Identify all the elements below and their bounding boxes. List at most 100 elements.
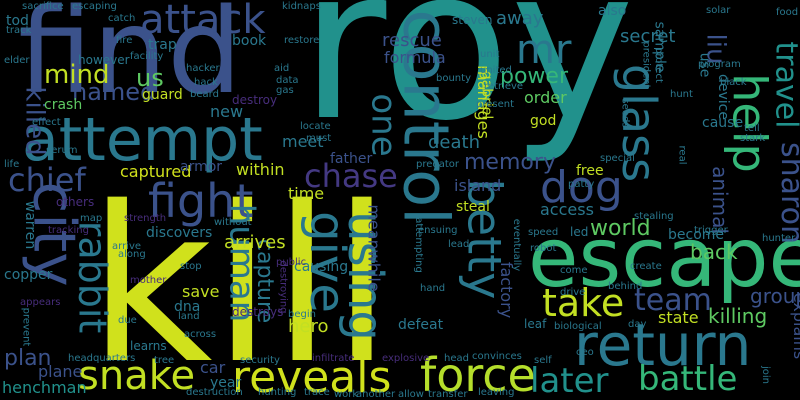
- word-plan: plan: [4, 346, 52, 371]
- word-tell: tell: [744, 123, 760, 134]
- word-island: island: [454, 176, 502, 195]
- word-across: across: [184, 329, 217, 340]
- word-protect: protect: [652, 47, 664, 83]
- word-hunt: hunt: [670, 89, 693, 100]
- word-stop: stop: [180, 261, 202, 272]
- word-gabriel: gabriel: [478, 70, 495, 120]
- word-appears: appears: [20, 297, 61, 308]
- word-hack: hack: [194, 77, 218, 88]
- word-arrive: arrive: [112, 241, 142, 252]
- word-beard: beard: [190, 89, 219, 100]
- word-leaving: leaving: [478, 387, 515, 398]
- word-roy: roy: [300, 0, 635, 167]
- word-memory: memory: [464, 150, 556, 175]
- word-due: due: [118, 315, 137, 326]
- word-fire: fire: [116, 35, 133, 46]
- word-destroy: destroy: [232, 93, 278, 107]
- word-allow: allow: [398, 389, 424, 400]
- word-attempt: attempt: [22, 105, 263, 175]
- word-restore: restore: [284, 35, 320, 46]
- word-unit: unit: [480, 49, 500, 60]
- word-security: security: [240, 355, 280, 366]
- word-special: special: [600, 153, 635, 164]
- word-destroying: destroying: [277, 260, 289, 314]
- word-another: another: [356, 389, 396, 400]
- word-data: data: [276, 75, 299, 86]
- word-explains: explains: [790, 292, 800, 360]
- word-copper: copper: [4, 267, 53, 283]
- word-map: map: [80, 213, 103, 224]
- word-drive: drive: [560, 287, 586, 298]
- word-within: within: [236, 160, 285, 179]
- word-bounty: bounty: [436, 73, 471, 84]
- word-solar: solar: [706, 5, 731, 16]
- word-steven: steven: [452, 13, 493, 27]
- word-sacrifice: sacrifice: [22, 1, 64, 12]
- word-catch: catch: [108, 13, 136, 24]
- word-kill: kill: [88, 160, 392, 400]
- word-time: time: [288, 184, 325, 203]
- word-public: public: [276, 257, 307, 268]
- word-year: year: [210, 375, 242, 391]
- word-secret: secret: [620, 26, 676, 47]
- word-come: come: [560, 265, 588, 276]
- word-dog: dog: [540, 162, 623, 213]
- word-mind: mind: [44, 60, 110, 90]
- word-arrives: arrives: [224, 232, 286, 253]
- word-trap: trap: [148, 37, 177, 53]
- word-convinces: convinces: [472, 351, 522, 362]
- word-locate: locate: [300, 121, 331, 132]
- word-behind: behind: [608, 281, 643, 292]
- word-use: use: [696, 52, 713, 78]
- word-state: state: [658, 308, 699, 327]
- word-eventually: eventually: [511, 218, 523, 272]
- word-power: power: [500, 64, 568, 89]
- word-prevent: prevent: [20, 307, 32, 347]
- word-head: head: [444, 353, 469, 364]
- word-rescue: rescue: [382, 30, 442, 51]
- word-aid: aid: [274, 63, 290, 74]
- word-serum: serum: [46, 145, 78, 156]
- word-escape: escape: [528, 211, 800, 306]
- word-track: track: [6, 25, 32, 36]
- word-cause: cause: [702, 115, 744, 131]
- word-world: world: [590, 216, 651, 241]
- word-mr: mr: [516, 27, 572, 73]
- word-fight: fight: [148, 174, 254, 228]
- word-food: food: [776, 7, 799, 18]
- word-create: create: [630, 261, 662, 272]
- word-us: us: [136, 64, 164, 92]
- word-president: president: [640, 41, 652, 89]
- word-retrieve: retrieve: [484, 81, 524, 92]
- word-chief: chief: [8, 161, 86, 199]
- word-hunting: hunting: [258, 387, 297, 398]
- word-program: program: [698, 59, 741, 70]
- word-transfer: transfer: [428, 389, 468, 400]
- word-mother: mother: [130, 275, 167, 286]
- word-begin: begin: [288, 309, 316, 320]
- word-killing: killing: [708, 304, 768, 328]
- word-join: join: [760, 365, 772, 385]
- word-father: father: [330, 151, 373, 167]
- word-headquarters: headquarters: [68, 353, 136, 364]
- word-later: later: [530, 361, 609, 400]
- word-travel: travel: [768, 41, 800, 129]
- word-real: real: [676, 145, 688, 165]
- word-black: black: [720, 77, 747, 88]
- word-stealing: stealing: [634, 211, 674, 222]
- word-order: order: [524, 88, 567, 107]
- word-find: find: [18, 0, 243, 120]
- word-elder: elder: [4, 55, 30, 66]
- word-armor: armor: [180, 159, 223, 175]
- word-hacker: hacker: [186, 63, 220, 74]
- word-learns: learns: [130, 339, 167, 353]
- word-book: book: [232, 33, 267, 49]
- word-defeat: defeat: [398, 317, 444, 333]
- word-rabbit: rabbit: [70, 220, 115, 334]
- word-destruction: destruction: [186, 387, 243, 398]
- word-return: return: [574, 311, 752, 379]
- word-infiltrate: infiltrate: [312, 353, 355, 364]
- word-life: life: [4, 159, 20, 170]
- word-tree: tree: [154, 355, 175, 366]
- word-god: god: [530, 113, 557, 129]
